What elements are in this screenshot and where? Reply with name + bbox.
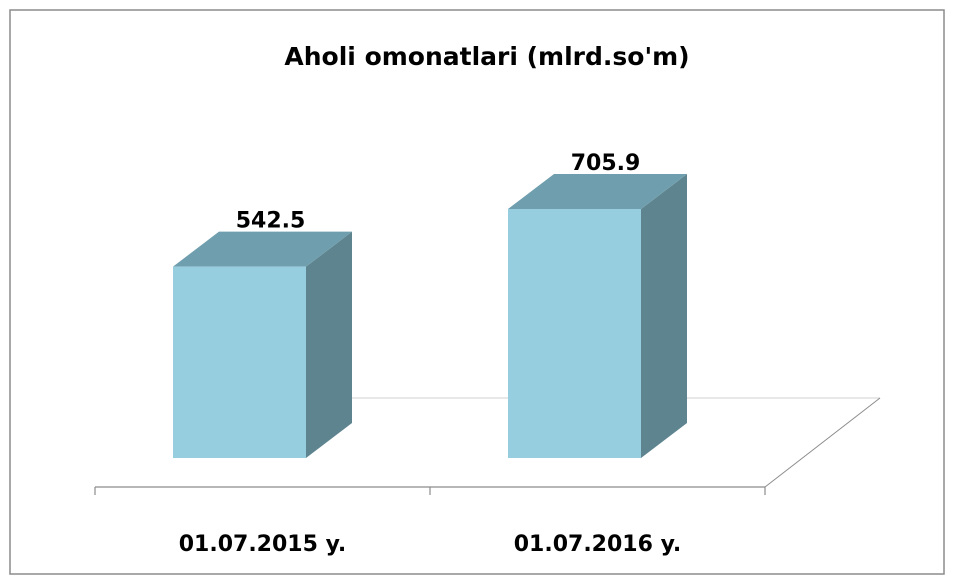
x-tick-label: 01.07.2015 y. bbox=[179, 532, 347, 557]
floor-side-edge bbox=[764, 397, 881, 488]
bar-top bbox=[173, 231, 352, 267]
chart-frame bbox=[9, 9, 945, 575]
bar-side bbox=[306, 231, 352, 458]
bar-side bbox=[641, 174, 687, 458]
bar bbox=[508, 209, 641, 458]
bar bbox=[173, 266, 306, 458]
bar-top bbox=[508, 174, 687, 209]
x-tick-label: 01.07.2016 y. bbox=[514, 532, 682, 557]
data-label: 542.5 bbox=[236, 209, 306, 234]
data-label: 705.9 bbox=[571, 151, 641, 176]
x-axis bbox=[94, 486, 766, 495]
chart-title: Aholi omonatlari (mlrd.so'm) bbox=[284, 42, 689, 71]
